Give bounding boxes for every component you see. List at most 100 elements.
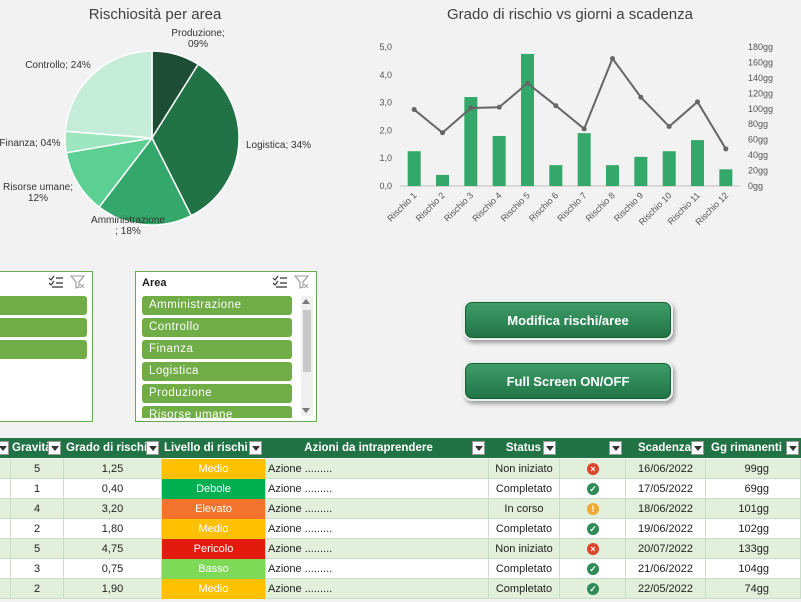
- cell-grav[interactable]: 5: [11, 539, 64, 559]
- filter-dropdown-icon[interactable]: [691, 441, 704, 455]
- filter-dropdown-icon[interactable]: [146, 441, 159, 455]
- scroll-up-icon[interactable]: [302, 299, 310, 304]
- cell-grav[interactable]: 2: [11, 579, 64, 599]
- slicer-scrollbar[interactable]: [301, 296, 313, 416]
- cell-status[interactable]: Non iniziato: [489, 459, 560, 479]
- slicer-left-item[interactable]: [0, 318, 87, 337]
- cell-azione[interactable]: Azione .........: [266, 579, 489, 599]
- cell-grav[interactable]: 3: [11, 559, 64, 579]
- cell-status-icon[interactable]: !: [560, 499, 626, 519]
- cell-grado-text: 1,90: [101, 583, 124, 595]
- cell-gg[interactable]: 74gg: [706, 579, 801, 599]
- cell-livello[interactable]: Pericolo: [162, 539, 266, 559]
- cell-status[interactable]: Non iniziato: [489, 539, 560, 559]
- slicer-item-produzione[interactable]: Produzione: [142, 384, 292, 403]
- cell-status-icon[interactable]: ✓: [560, 479, 626, 499]
- cell-gg[interactable]: 69gg: [706, 479, 801, 499]
- slicer-item-risorse-umane[interactable]: Risorse umane: [142, 406, 292, 418]
- filter-dropdown-icon[interactable]: [472, 441, 485, 455]
- cell-livello[interactable]: Debole: [162, 479, 266, 499]
- cell-scad[interactable]: 21/06/2022: [626, 559, 706, 579]
- cell-livello[interactable]: Medio: [162, 519, 266, 539]
- cell-empty[interactable]: [0, 539, 11, 559]
- cell-gg[interactable]: 102gg: [706, 519, 801, 539]
- cell-grado[interactable]: 0,40: [64, 479, 162, 499]
- cell-azione[interactable]: Azione .........: [266, 479, 489, 499]
- filter-dropdown-icon[interactable]: [609, 441, 622, 455]
- cell-empty[interactable]: [0, 499, 11, 519]
- cell-status-icon[interactable]: ✓: [560, 579, 626, 599]
- scroll-down-icon[interactable]: [302, 408, 310, 413]
- slicer-item-controllo[interactable]: Controllo: [142, 318, 292, 337]
- cell-status[interactable]: In corso: [489, 499, 560, 519]
- cell-status-icon[interactable]: ×: [560, 539, 626, 559]
- cell-status-icon[interactable]: ✓: [560, 559, 626, 579]
- table-row[interactable]: 2 1,90 Medio Azione ......... Completato ✓ 22/…: [0, 579, 801, 599]
- cell-status-icon[interactable]: ✓: [560, 519, 626, 539]
- filter-dropdown-icon[interactable]: [48, 441, 61, 455]
- cell-livello[interactable]: Medio: [162, 579, 266, 599]
- table-row[interactable]: 2 1,80 Medio Azione ......... Completato ✓ 19/…: [0, 519, 801, 539]
- cell-empty[interactable]: [0, 579, 11, 599]
- cell-grado[interactable]: 3,20: [64, 499, 162, 519]
- cell-grav[interactable]: 1: [11, 479, 64, 499]
- cell-empty[interactable]: [0, 459, 11, 479]
- cell-gg[interactable]: 104gg: [706, 559, 801, 579]
- cell-grado[interactable]: 1,80: [64, 519, 162, 539]
- cell-empty[interactable]: [0, 559, 11, 579]
- cell-scad[interactable]: 19/06/2022: [626, 519, 706, 539]
- clear-filter-icon[interactable]: [293, 275, 310, 294]
- cell-status[interactable]: Completato: [489, 559, 560, 579]
- cell-azione[interactable]: Azione .........: [266, 459, 489, 479]
- cell-empty[interactable]: [0, 479, 11, 499]
- filter-dropdown-icon[interactable]: [0, 441, 9, 455]
- cell-grado[interactable]: 4,75: [64, 539, 162, 559]
- cell-livello[interactable]: Elevato: [162, 499, 266, 519]
- table-row[interactable]: 1 0,40 Debole Azione ......... Completato ✓ 17…: [0, 479, 801, 499]
- table-row[interactable]: 5 1,25 Medio Azione ......... Non iniziato × 1…: [0, 459, 801, 479]
- cell-gg[interactable]: 133gg: [706, 539, 801, 559]
- slicer-left-item[interactable]: [0, 340, 87, 359]
- filter-dropdown-icon[interactable]: [786, 441, 799, 455]
- cell-livello[interactable]: Medio: [162, 459, 266, 479]
- cell-status[interactable]: Completato: [489, 579, 560, 599]
- cell-grado[interactable]: 1,90: [64, 579, 162, 599]
- cell-status[interactable]: Completato: [489, 479, 560, 499]
- cell-gg[interactable]: 101gg: [706, 499, 801, 519]
- cell-azione[interactable]: Azione .........: [266, 499, 489, 519]
- slicer-item-logistica[interactable]: Logistica: [142, 362, 292, 381]
- clear-filter-icon[interactable]: [69, 275, 86, 294]
- cell-grav[interactable]: 4: [11, 499, 64, 519]
- cell-scad[interactable]: 17/05/2022: [626, 479, 706, 499]
- multi-select-icon[interactable]: [272, 275, 288, 294]
- slicer-item-finanza[interactable]: Finanza: [142, 340, 292, 359]
- cell-grado[interactable]: 1,25: [64, 459, 162, 479]
- cell-azione[interactable]: Azione .........: [266, 539, 489, 559]
- cell-status-icon[interactable]: ×: [560, 459, 626, 479]
- full-screen-toggle-button[interactable]: Full Screen ON/OFF: [463, 361, 673, 401]
- scroll-thumb[interactable]: [303, 310, 311, 372]
- table-row[interactable]: 5 4,75 Pericolo Azione ......... Non iniziat…: [0, 539, 801, 559]
- table-row[interactable]: 3 0,75 Basso Azione ......... Completato ✓ 21/…: [0, 559, 801, 579]
- cell-azione[interactable]: Azione .........: [266, 559, 489, 579]
- cell-gg[interactable]: 99gg: [706, 459, 801, 479]
- slicer-item-amministrazione[interactable]: Amministrazione: [142, 296, 292, 315]
- cell-grado[interactable]: 0,75: [64, 559, 162, 579]
- filter-dropdown-icon[interactable]: [543, 441, 556, 455]
- cell-grav[interactable]: 2: [11, 519, 64, 539]
- modifica-rischi-aree-button[interactable]: Modifica rischi/aree: [463, 300, 673, 340]
- cell-livello[interactable]: Basso: [162, 559, 266, 579]
- cell-status[interactable]: Completato: [489, 519, 560, 539]
- multi-select-icon[interactable]: [48, 275, 64, 294]
- cell-scad[interactable]: 18/06/2022: [626, 499, 706, 519]
- cell-grav[interactable]: 5: [11, 459, 64, 479]
- bar-rischio-8: [606, 165, 619, 186]
- cell-empty[interactable]: [0, 519, 11, 539]
- cell-scad[interactable]: 16/06/2022: [626, 459, 706, 479]
- cell-scad[interactable]: 22/05/2022: [626, 579, 706, 599]
- filter-dropdown-icon[interactable]: [249, 441, 262, 455]
- table-row[interactable]: 4 3,20 Elevato Azione ......... In corso! 18/…: [0, 499, 801, 519]
- cell-scad[interactable]: 20/07/2022: [626, 539, 706, 559]
- cell-azione[interactable]: Azione .........: [266, 519, 489, 539]
- slicer-left-item[interactable]: [0, 296, 87, 315]
